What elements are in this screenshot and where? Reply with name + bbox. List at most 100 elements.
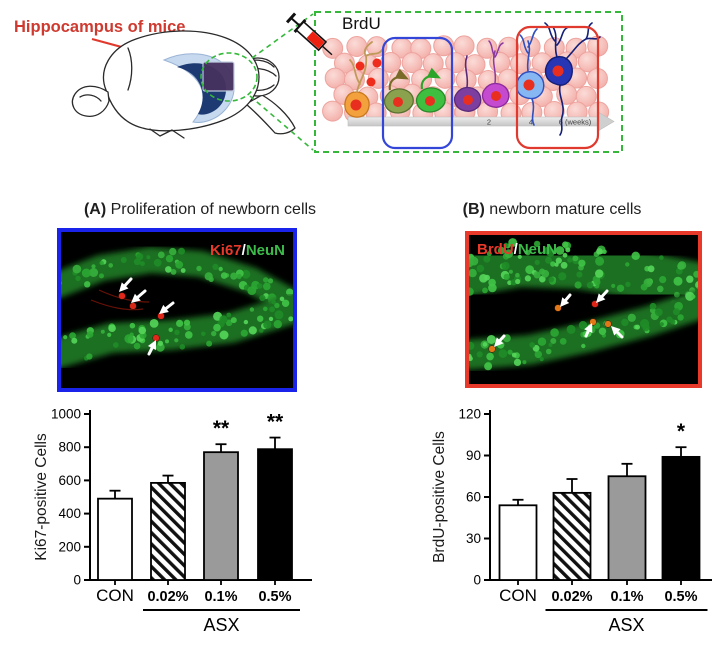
- bar-0.5%: [663, 457, 700, 580]
- neun-cell: [674, 277, 683, 286]
- bar-0.5%: [258, 449, 292, 580]
- neun-cell: [522, 360, 526, 364]
- panel-a-title: (A) Proliferation of newborn cells: [40, 201, 360, 219]
- neun-cell: [657, 286, 664, 293]
- timeline-tick-2: 6 (weeks): [559, 118, 592, 127]
- neun-cell: [594, 279, 600, 285]
- neun-cell: [595, 269, 603, 277]
- neun-cell: [581, 344, 585, 348]
- timeline-tick-0: 2: [487, 118, 491, 127]
- granule-cell: [347, 36, 367, 56]
- neun-cell: [484, 362, 492, 370]
- neun-cell: [599, 328, 606, 335]
- olfactory-bulb: [72, 86, 109, 116]
- micrograph-b: BrdU/NeuN: [465, 231, 702, 388]
- neun-cell: [642, 324, 649, 331]
- neun-cell: [621, 319, 628, 326]
- neun-cell: [670, 319, 675, 324]
- neun-cell: [257, 316, 263, 322]
- neun-cell: [659, 255, 664, 260]
- neun-cell: [567, 325, 576, 334]
- neun-cell: [499, 349, 508, 358]
- neun-cell: [691, 295, 695, 299]
- y-tick-label: 30: [466, 531, 481, 546]
- neun-cell: [130, 323, 136, 329]
- neun-cell: [275, 310, 284, 319]
- neun-cell: [504, 274, 510, 280]
- neun-cell: [73, 265, 82, 274]
- neun-cell: [535, 351, 542, 358]
- bar-CON: [98, 499, 132, 580]
- neun-cell: [176, 320, 183, 327]
- neun-cell: [625, 262, 629, 266]
- bar-0.1%: [204, 452, 238, 580]
- neun-cell: [479, 274, 488, 283]
- neun-cell: [508, 350, 513, 355]
- neun-cell: [540, 357, 544, 361]
- positive-cell-dot: [605, 321, 612, 328]
- neun-cell: [146, 255, 150, 259]
- neun-cell: [525, 275, 531, 281]
- stain-a-green: NeuN: [246, 242, 285, 259]
- neun-cell: [572, 256, 578, 262]
- neun-cell: [263, 307, 268, 312]
- neun-cell: [201, 332, 206, 337]
- neun-cell: [271, 300, 276, 305]
- bar-0.1%: [609, 476, 646, 580]
- neun-cell: [678, 261, 686, 269]
- neun-cell: [602, 250, 607, 255]
- neun-cell: [560, 338, 567, 345]
- y-tick-label: 400: [58, 506, 81, 521]
- mouse-brain: [72, 31, 295, 138]
- neun-cell: [250, 307, 254, 311]
- neun-cell: [219, 267, 223, 271]
- neun-cell: [150, 319, 159, 328]
- neun-cell: [578, 260, 585, 267]
- neun-cell: [63, 335, 67, 339]
- neun-cell: [562, 241, 568, 247]
- neun-cell: [108, 263, 113, 268]
- stain-b-red: BrdU: [477, 241, 514, 258]
- neun-cell: [477, 265, 485, 273]
- neun-cell: [231, 317, 237, 323]
- neun-cell: [107, 333, 111, 337]
- neun-cell: [538, 338, 546, 346]
- neun-cell: [185, 331, 193, 339]
- neun-cell: [548, 343, 552, 347]
- neun-cell: [625, 282, 630, 287]
- neun-cell: [477, 351, 483, 357]
- category-label: CON: [96, 586, 134, 605]
- neun-cell: [213, 324, 221, 332]
- neun-cell: [71, 338, 77, 344]
- y-tick-label: 0: [473, 573, 481, 588]
- neun-cell: [541, 270, 549, 278]
- neun-cell: [535, 260, 540, 265]
- neun-cell: [686, 276, 693, 283]
- neun-cell: [124, 334, 133, 343]
- neun-cell: [269, 306, 275, 312]
- y-axis-label: Ki67-positive Cells: [33, 433, 50, 561]
- neun-cell: [274, 320, 282, 328]
- neun-cell: [154, 259, 162, 267]
- neun-cell: [174, 330, 179, 335]
- cerebrum: [104, 31, 259, 131]
- neun-cell: [635, 325, 640, 330]
- group-label: ASX: [608, 615, 644, 635]
- neun-cell: [174, 338, 178, 342]
- y-tick-label: 1000: [51, 407, 81, 422]
- category-label: 0.5%: [258, 589, 291, 605]
- neun-cell: [244, 320, 248, 324]
- bar-0.02%: [554, 493, 591, 580]
- significance-label: *: [677, 420, 686, 443]
- y-tick-label: 90: [466, 448, 481, 463]
- neun-cell: [515, 273, 520, 278]
- y-tick-label: 800: [58, 440, 81, 455]
- neun-cell: [121, 257, 127, 263]
- neun-cell: [108, 324, 116, 332]
- neun-cell: [241, 330, 248, 337]
- neun-cell: [134, 343, 141, 350]
- neun-cell: [565, 247, 570, 252]
- neun-cell: [257, 283, 263, 289]
- neun-cell: [219, 315, 227, 323]
- neun-cell: [166, 255, 173, 262]
